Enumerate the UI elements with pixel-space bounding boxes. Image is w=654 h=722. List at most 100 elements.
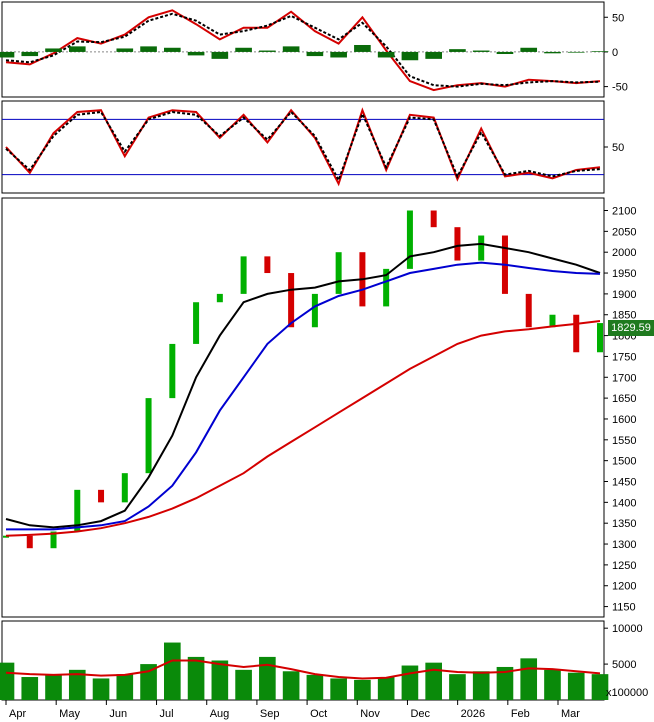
bar-mark — [377, 51, 395, 58]
y-tick-label: 1150 — [612, 602, 636, 614]
y-tick-label: 1350 — [612, 518, 636, 530]
bar-mark — [116, 674, 134, 700]
y-tick-label: 1750 — [612, 351, 636, 363]
last-price-tag: 1829.59 — [608, 320, 654, 336]
bar-mark — [377, 677, 395, 700]
candle-mark — [335, 252, 342, 294]
candle-mark — [98, 489, 105, 503]
bar-mark — [520, 658, 538, 700]
candle-mark — [216, 293, 223, 303]
y-tick-label: 2000 — [612, 247, 636, 259]
volume-unit-label: x100000 — [606, 687, 648, 699]
bar-mark — [235, 47, 252, 52]
candle-mark — [145, 398, 152, 474]
bar-mark — [211, 51, 229, 59]
bar-mark — [116, 48, 134, 52]
candle-mark — [74, 489, 81, 532]
bar-mark — [496, 666, 514, 700]
bar-mark — [259, 656, 276, 700]
bar-mark — [0, 662, 15, 700]
candle-mark — [573, 314, 580, 353]
candle-mark — [50, 531, 57, 549]
bar-mark — [354, 44, 371, 52]
panel-frame-volume — [1, 620, 605, 701]
bar-mark — [567, 51, 585, 53]
bar-mark — [354, 679, 371, 700]
y-tick-label: 1450 — [612, 477, 636, 489]
candle-mark — [549, 314, 556, 328]
y-tick-label: 1600 — [612, 414, 636, 426]
bar-mark — [68, 669, 86, 700]
x-tick-label: May — [59, 708, 80, 720]
candle-mark — [26, 535, 33, 549]
candle-mark — [597, 323, 603, 353]
bar-mark — [496, 51, 514, 55]
bar-mark — [282, 46, 300, 52]
y-tick-label: 1700 — [612, 372, 636, 384]
x-tick-label: 2026 — [461, 708, 485, 720]
bar-mark — [282, 671, 300, 700]
y-tick-label: 0 — [612, 47, 618, 59]
x-tick-label: Nov — [360, 708, 380, 720]
candle-mark — [525, 293, 532, 328]
candle-mark — [264, 256, 271, 274]
y-tick-label: 1950 — [612, 268, 636, 280]
y-tick-label: 1650 — [612, 393, 636, 405]
bar-mark — [330, 51, 347, 58]
candle-mark — [240, 256, 247, 294]
bar-mark — [449, 49, 466, 52]
bar-mark — [187, 51, 205, 56]
y-tick-label: 1250 — [612, 560, 636, 572]
candle-mark — [406, 210, 413, 269]
y-tick-label: -50 — [612, 82, 628, 94]
series-line — [5, 242, 601, 529]
y-tick-label: 1900 — [612, 289, 636, 301]
bar-mark — [401, 665, 419, 700]
x-tick-label: Feb — [511, 708, 530, 720]
bar-mark — [92, 678, 110, 700]
candle-mark — [3, 535, 9, 538]
bar-mark — [21, 51, 39, 57]
bar-mark — [591, 51, 609, 52]
panel-frame-price — [1, 197, 605, 618]
candle-mark — [311, 293, 318, 328]
bar-mark — [472, 50, 490, 52]
x-tick-label: Mar — [561, 708, 580, 720]
bar-mark — [449, 674, 466, 700]
bar-mark — [425, 662, 442, 700]
bar-mark — [45, 674, 62, 700]
series-line — [5, 12, 601, 88]
bar-mark — [140, 664, 157, 700]
bar-mark — [567, 672, 585, 700]
y-tick-label: 1850 — [612, 310, 636, 322]
bar-mark — [235, 669, 252, 700]
y-tick-label: 1550 — [612, 435, 636, 447]
y-tick-label: 50 — [612, 12, 624, 24]
bar-mark — [306, 674, 324, 700]
bar-mark — [0, 51, 15, 58]
bar-mark — [401, 51, 419, 61]
panel-frame-stochastic — [1, 100, 605, 194]
candle-mark — [478, 235, 485, 261]
x-tick-label: Jun — [109, 708, 127, 720]
y-tick-label: 1200 — [612, 581, 636, 593]
candle-mark — [288, 273, 295, 328]
bar-mark — [259, 50, 276, 52]
y-tick-label: 1400 — [612, 497, 636, 509]
candle-mark — [430, 210, 437, 228]
bar-mark — [472, 671, 490, 700]
bar-mark — [45, 48, 62, 52]
bar-mark — [21, 677, 39, 700]
bar-mark — [330, 678, 347, 700]
bar-mark — [544, 669, 561, 700]
y-tick-label: 10000 — [612, 623, 643, 635]
bar-mark — [164, 47, 181, 52]
x-tick-label: Apr — [9, 708, 26, 720]
y-tick-label: 2050 — [612, 226, 636, 238]
y-tick-label: 1500 — [612, 456, 636, 468]
bar-mark — [544, 51, 561, 54]
bar-mark — [140, 46, 157, 52]
bar-mark — [520, 47, 538, 52]
series-line — [5, 110, 601, 183]
